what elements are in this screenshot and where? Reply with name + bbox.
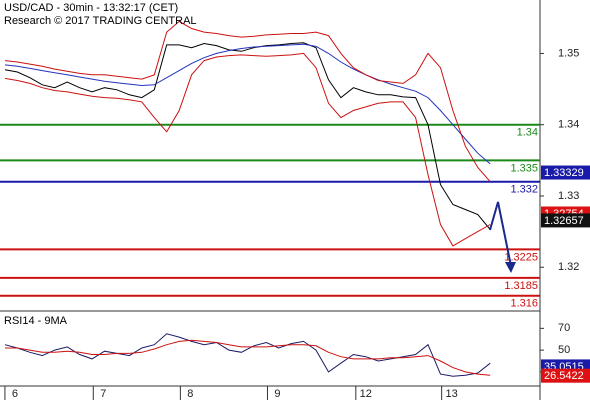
forecast-arrow: [489, 201, 512, 267]
chart-title: USD/CAD - 30min - 13:32:17 (CET): [4, 2, 178, 14]
x-tick-label: 6: [12, 388, 18, 400]
price-marker-label: 1.33329: [544, 167, 584, 179]
x-tick-label: 7: [100, 388, 106, 400]
x-tick-label: 8: [187, 388, 193, 400]
x-tick-label: 13: [446, 388, 458, 400]
series-line: [4, 52, 491, 247]
level-label: 1.335: [510, 162, 538, 174]
y-tick-label: 1.33: [558, 190, 579, 202]
series-line: [4, 43, 491, 165]
marks: 1.35 1.34 1.33 1.32 1.34 1.335 1.332 1.3225 1.31…: [0, 20, 579, 400]
price-marker: [541, 213, 590, 228]
level-label: 1.3225: [504, 251, 538, 263]
rsi-title: RSI14 - 9MA: [4, 315, 68, 327]
x-tick-label: 9: [274, 388, 280, 400]
level-label: 1.34: [517, 127, 538, 139]
y-tick-label: 70: [558, 322, 570, 334]
series-line: [4, 42, 491, 230]
y-tick-label: 1.35: [558, 47, 579, 59]
forecast-arrowhead: [505, 262, 516, 273]
series-line: [4, 333, 491, 377]
level-label: 1.316: [510, 298, 538, 310]
price-marker: [541, 165, 590, 180]
level-label: 1.3185: [504, 280, 538, 292]
series-line: [5, 339, 491, 376]
x-tick-label: 12: [360, 388, 372, 400]
y-tick-label: 50: [558, 344, 570, 356]
y-tick-label: 1.32: [558, 261, 579, 273]
level-label: 1.332: [510, 184, 538, 196]
price-marker-label: 1.32657: [544, 215, 584, 227]
chart-subtitle: Research © 2017 TRADING CENTRAL: [4, 15, 197, 27]
price-marker: [541, 368, 590, 383]
y-tick-label: 1.34: [558, 119, 579, 131]
price-marker-label: 26.5422: [544, 370, 584, 382]
series-line: [4, 20, 491, 183]
